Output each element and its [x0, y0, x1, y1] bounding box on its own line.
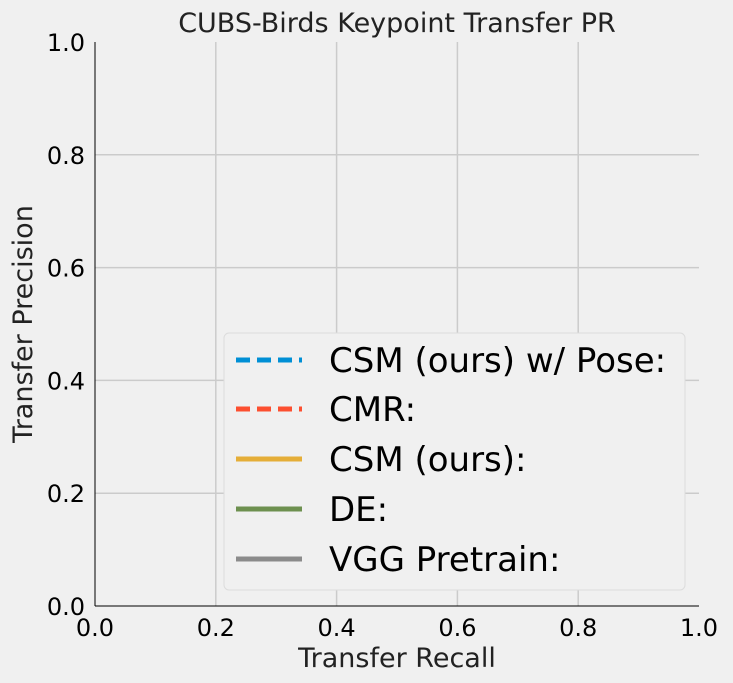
legend-label: DE: — [329, 490, 388, 530]
x-tick-label: 0.6 — [438, 614, 476, 642]
x-tick-labels: 0.0 0.2 0.4 0.6 0.8 1.0 — [76, 614, 718, 642]
legend: CSM (ours) w/ Pose: CMR: CSM (ours): DE: VGG… — [223, 332, 686, 591]
x-tick-label: 1.0 — [680, 614, 718, 642]
y-tick-label: 0.0 — [47, 593, 85, 621]
x-tick-label: 0.0 — [76, 614, 114, 642]
x-tick-label: 0.4 — [318, 614, 356, 642]
x-tick-label: 0.8 — [559, 614, 597, 642]
axes — [94, 42, 699, 607]
legend-label: CMR: — [329, 390, 416, 430]
x-axis-label: Transfer Recall — [297, 643, 496, 674]
y-axis-label: Transfer Precision — [8, 205, 39, 444]
y-tick-label: 0.4 — [47, 367, 85, 395]
legend-label: CSM (ours): — [329, 440, 527, 480]
y-tick-label: 1.0 — [47, 29, 85, 57]
y-tick-label: 0.8 — [47, 142, 85, 170]
x-tick-label: 0.2 — [197, 614, 235, 642]
legend-label: VGG Pretrain: — [329, 540, 560, 580]
legend-label: CSM (ours) w/ Pose: — [329, 341, 666, 381]
y-tick-labels: 0.0 0.2 0.4 0.6 0.8 1.0 — [47, 29, 85, 621]
y-tick-label: 0.6 — [47, 255, 85, 283]
chart-title: CUBS-Birds Keypoint Transfer PR — [178, 8, 616, 39]
y-tick-label: 0.2 — [47, 480, 85, 508]
legend-box — [223, 332, 686, 591]
